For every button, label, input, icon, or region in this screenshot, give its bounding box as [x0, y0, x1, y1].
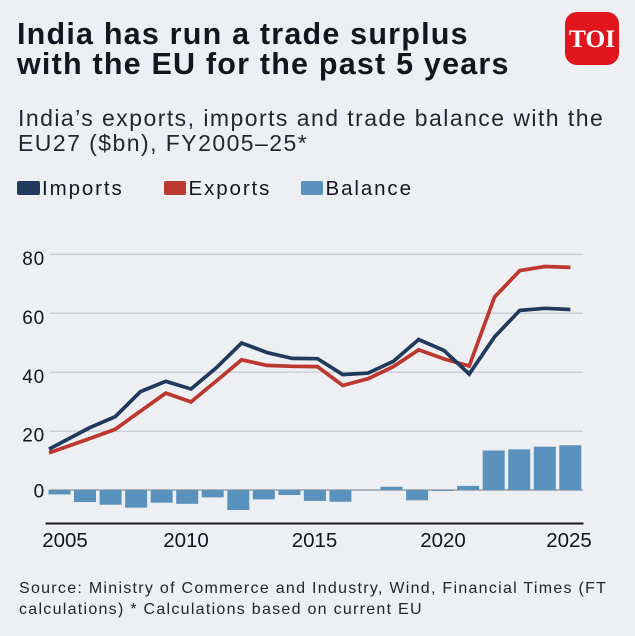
svg-text:0: 0 [34, 482, 45, 503]
svg-text:60: 60 [22, 308, 45, 329]
svg-text:20: 20 [22, 426, 45, 447]
svg-text:2010: 2010 [163, 529, 209, 552]
svg-text:80: 80 [22, 249, 45, 270]
svg-text:2020: 2020 [420, 529, 466, 552]
svg-text:40: 40 [22, 367, 45, 388]
svg-text:2015: 2015 [292, 529, 338, 552]
svg-text:2025: 2025 [546, 529, 592, 552]
svg-text:2005: 2005 [42, 529, 88, 552]
